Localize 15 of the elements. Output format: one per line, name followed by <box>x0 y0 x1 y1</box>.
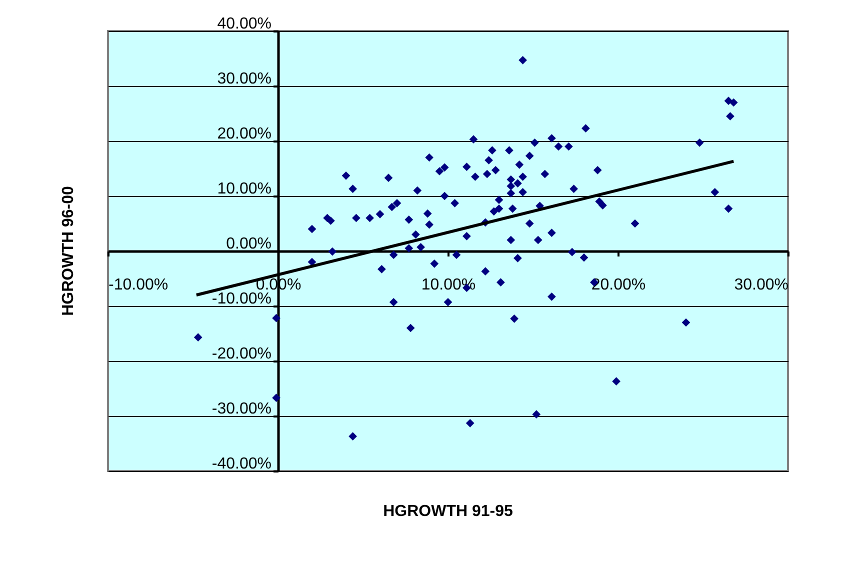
x-tick-label: -10.00% <box>108 276 168 294</box>
y-tick-label: 10.00% <box>217 180 272 198</box>
y-axis-title: HGROWTH 96-00 <box>60 186 77 316</box>
y-tick-label: 40.00% <box>217 16 272 32</box>
y-tick-label: 20.00% <box>217 126 272 142</box>
y-tick-label: 30.00% <box>217 70 272 88</box>
y-tick-label: -20.00% <box>212 346 272 362</box>
y-tick-label: 0.00% <box>226 236 272 252</box>
y-tick-label: -30.00% <box>212 400 272 418</box>
x-tick-label: 20.00% <box>591 276 646 294</box>
y-tick-label: -40.00% <box>212 456 272 472</box>
x-axis-title: HGROWTH 91-95 <box>383 503 513 520</box>
x-tick-label: 10.00% <box>421 276 476 294</box>
y-tick-label: -10.00% <box>212 290 272 308</box>
x-tick-label: 30.00% <box>734 276 788 294</box>
